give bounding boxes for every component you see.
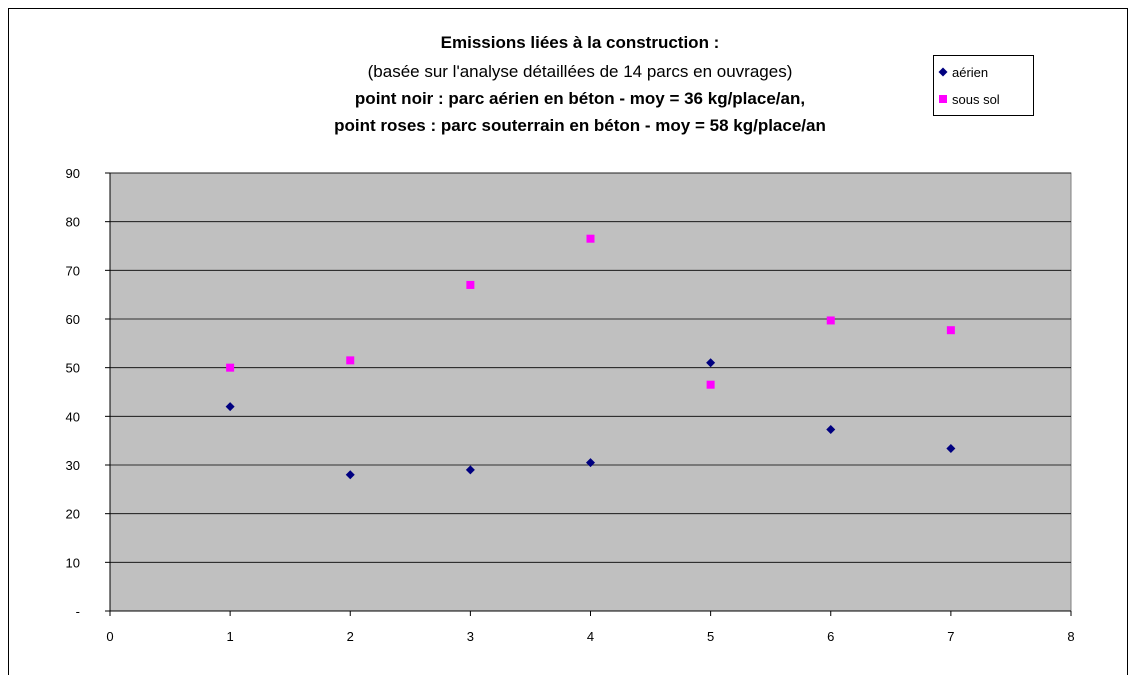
data-point — [586, 458, 595, 468]
axes: - 10 20 30 40 50 60 70 80 90 0 1 2 3 4 5 6 7 8 — [66, 166, 1075, 644]
legend-marker-0 — [938, 67, 948, 77]
legend: aérien sous sol — [933, 55, 1034, 116]
legend-marker-1 — [939, 95, 947, 103]
data-point — [706, 380, 715, 389]
legend-box — [933, 55, 1034, 116]
chart-note-souterrain: point roses : parc souterrain en béton -… — [334, 116, 826, 135]
plot-area — [109, 172, 1072, 612]
x-tick-label: 7 — [947, 629, 954, 644]
x-tick-label: 4 — [587, 629, 594, 644]
gridlines — [110, 172, 1071, 563]
x-tick-label: 0 — [106, 629, 113, 644]
chart-subtitle: (basée sur l'analyse détaillées de 14 pa… — [368, 62, 793, 81]
y-tick-label: 60 — [66, 312, 80, 327]
data-point — [946, 443, 956, 453]
data-point — [826, 316, 835, 325]
series-1 — [226, 234, 955, 389]
y-tick-label: 40 — [66, 409, 80, 424]
x-tick-label: 1 — [227, 629, 234, 644]
data-point — [706, 358, 716, 368]
x-tick-label: 3 — [467, 629, 474, 644]
data-point — [226, 363, 235, 372]
y-tick-label: 70 — [66, 263, 80, 278]
data-point — [466, 280, 475, 289]
y-tick-label: 80 — [66, 215, 80, 230]
series-0 — [225, 358, 956, 480]
legend-label-0: aérien — [952, 65, 988, 80]
data-point — [586, 234, 595, 243]
chart-title: Emissions liées à la construction : — [441, 33, 720, 52]
y-tick-label: - — [76, 604, 80, 619]
y-tick-label: 50 — [66, 361, 80, 376]
data-point — [346, 356, 355, 365]
data-point — [225, 402, 235, 412]
x-tick-label: 8 — [1067, 629, 1074, 644]
data-point — [946, 326, 955, 335]
y-tick-label: 20 — [66, 507, 80, 522]
data-point — [465, 465, 475, 475]
y-tick-label: 10 — [66, 555, 80, 570]
y-tick-label: 30 — [66, 458, 80, 473]
legend-label-1: sous sol — [952, 92, 1000, 107]
chart-note-aerien: point noir : parc aérien en béton - moy … — [355, 89, 805, 108]
x-tick-label: 6 — [827, 629, 834, 644]
data-point — [345, 470, 355, 480]
x-tick-label: 2 — [347, 629, 354, 644]
y-tick-label: 90 — [66, 166, 80, 181]
x-tick-label: 5 — [707, 629, 714, 644]
data-point — [826, 424, 836, 434]
data-series — [225, 234, 956, 480]
